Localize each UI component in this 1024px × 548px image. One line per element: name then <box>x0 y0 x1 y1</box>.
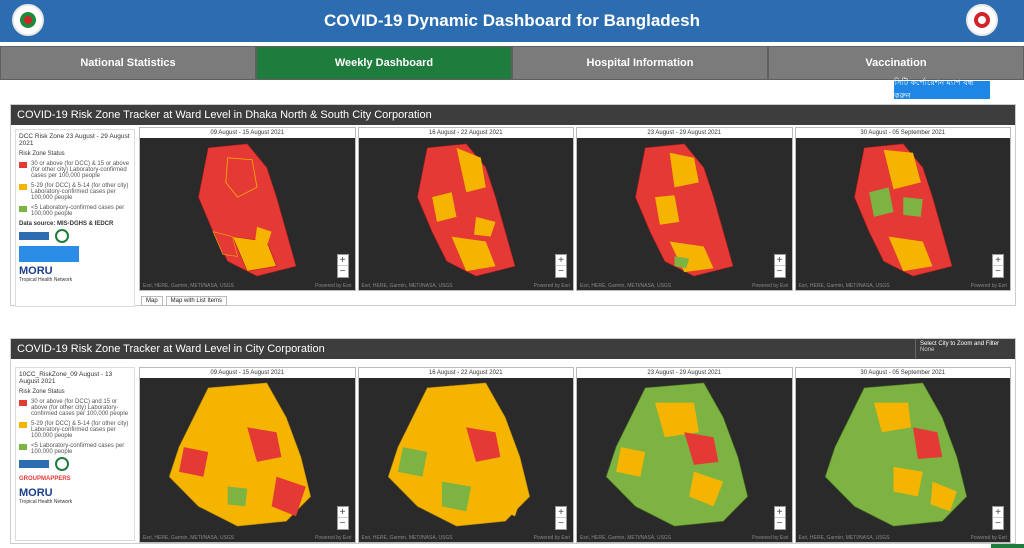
tab-hospital-information[interactable]: Hospital Information <box>512 46 768 80</box>
risk-map-week-4[interactable]: 30 August - 05 September 2021 + − Esri, H… <box>794 127 1011 291</box>
corner-indicator <box>991 544 1024 548</box>
zoom-in-icon[interactable]: + <box>556 507 566 518</box>
risk-map-week-2[interactable]: 16 August - 22 August 2021 + − Esri, HERE… <box>357 127 574 291</box>
zoom-out-icon[interactable]: − <box>558 518 564 529</box>
map-title: 23 August - 29 August 2021 <box>577 368 792 378</box>
moru-logo: MORU <box>19 265 53 277</box>
zoom-out-icon[interactable]: − <box>558 266 564 277</box>
dhaka-risk-panel: COVID-19 Risk Zone Tracker at Ward Level… <box>10 104 1016 307</box>
legend-status: Risk Zone Status <box>19 151 65 157</box>
city-map-week-2[interactable]: 16 August - 22 August 2021 + − Esri, HERE… <box>357 367 574 543</box>
map-title: 16 August - 22 August 2021 <box>358 368 573 378</box>
map-title: 30 August - 05 September 2021 <box>795 368 1010 378</box>
legend-item-green: <5 Laboratory-confirmed cases per 100,00… <box>19 443 131 455</box>
legend-status: Risk Zone Status <box>19 389 65 395</box>
zoom-control[interactable]: + − <box>992 254 1004 278</box>
ward-map <box>635 143 734 277</box>
legend-panel: 10CC_RiskZone_09 August - 13 August 2021… <box>15 367 135 541</box>
panel-title: COVID-19 Risk Zone Tracker at Ward Level… <box>11 339 1015 359</box>
map-credits: Esri, HERE, Garmin, METI/NASA, USGS Power… <box>358 534 573 542</box>
map-credits: Esri, HERE, Garmin, METI/NASA, USGS Power… <box>577 534 792 542</box>
tab-map[interactable]: Map <box>141 296 163 306</box>
map-credits: Esri, HERE, Garmin, METI/NASA, USGS Power… <box>795 282 1010 290</box>
zoom-in-icon[interactable]: + <box>774 507 785 518</box>
data-source: Data source: MIS-DGHS & IEDCR <box>19 221 114 227</box>
zoom-in-icon[interactable]: + <box>774 255 785 266</box>
zoom-in-icon[interactable]: + <box>556 255 566 266</box>
map-view-tabs: Map Map with List Items <box>141 296 228 306</box>
zoom-control[interactable]: + − <box>555 506 567 530</box>
legend-title: 10CC_RiskZone_09 August - 13 August 2021 <box>19 371 113 385</box>
zoom-out-icon[interactable]: − <box>995 518 1001 529</box>
zoom-control[interactable]: + − <box>555 254 567 278</box>
legend-item-green: <5 Laboratory-confirmed cases per 100,00… <box>19 205 131 217</box>
zoom-out-icon[interactable]: − <box>339 518 346 529</box>
panel-title: COVID-19 Risk Zone Tracker at Ward Level… <box>11 105 1015 125</box>
ward-map <box>387 382 530 527</box>
moru-subtitle: Tropical Health Network <box>19 499 73 505</box>
city-map-week-4[interactable]: 30 August - 05 September 2021 + − Esri, H… <box>794 367 1011 543</box>
moru-logo: MORU <box>19 487 53 499</box>
map-title: 16 August - 22 August 2021 <box>358 128 573 138</box>
zoom-out-icon[interactable]: − <box>339 266 346 277</box>
zoom-in-icon[interactable]: + <box>993 507 1003 518</box>
tab-national-statistics[interactable]: National Statistics <box>0 46 256 80</box>
city-map-week-1[interactable]: 09 August - 15 August 2021 + − Esri, HERE… <box>139 367 356 543</box>
zoom-control[interactable]: + − <box>336 254 349 278</box>
legend-item-yellow: 5-29 (for DCC) & 5-14 (for other city) L… <box>19 421 131 439</box>
ward-map <box>824 382 967 527</box>
risk-map-week-3[interactable]: 23 August - 29 August 2021 + − Esri, HERE… <box>576 127 793 291</box>
ward-map <box>168 382 311 527</box>
map-credits: Esri, HERE, Garmin, METI/NASA, USGS Power… <box>140 282 355 290</box>
zoom-in-icon[interactable]: + <box>337 255 348 266</box>
main-nav: National Statistics Weekly Dashboard Hos… <box>0 46 1024 80</box>
zoom-control[interactable]: + − <box>336 506 349 530</box>
zoom-control[interactable]: + − <box>773 254 786 278</box>
risk-map-week-1[interactable]: 09 August - 15 August 2021 + − Esri, HERE… <box>139 127 356 291</box>
partner-logo-a2i <box>19 456 131 471</box>
government-logo <box>12 4 44 36</box>
legend-title: DCC Risk Zone 23 August - 29 August 2021 <box>19 133 130 147</box>
legend-item-red: 30 or above (for DCC) and 15 or above (f… <box>19 399 131 417</box>
close-city-map-button[interactable]: সিটি কর্পোরেশন ম্যাপ বন্ধ করুন <box>894 78 990 100</box>
map-row: 09 August - 15 August 2021 + − Esri, HERE… <box>139 127 1011 291</box>
city-map-week-3[interactable]: 23 August - 29 August 2021 + − Esri, HERE… <box>576 367 793 543</box>
ward-map <box>198 143 297 277</box>
zoom-control[interactable]: + − <box>773 506 786 530</box>
city-risk-panel: COVID-19 Risk Zone Tracker at Ward Level… <box>10 338 1016 544</box>
legend-item-yellow: 5-29 (for DCC) & 5-14 (for other city) L… <box>19 183 131 201</box>
moru-subtitle: Tropical Health Network <box>19 277 73 283</box>
legend-panel: DCC Risk Zone 23 August - 29 August 2021… <box>15 129 135 307</box>
zoom-in-icon[interactable]: + <box>993 255 1003 266</box>
groupmappers-logo: GROUPMAPPERS <box>19 475 71 482</box>
ward-map <box>853 143 952 277</box>
partner-logo-box <box>19 246 79 262</box>
map-title: 09 August - 15 August 2021 <box>140 128 355 138</box>
zoom-out-icon[interactable]: − <box>776 518 783 529</box>
page-title: COVID-19 Dynamic Dashboard for Banglades… <box>324 11 700 30</box>
zoom-control[interactable]: + − <box>992 506 1004 530</box>
tab-map-list[interactable]: Map with List Items <box>165 296 228 306</box>
ward-map <box>416 143 515 277</box>
ward-map <box>605 382 748 527</box>
legend-item-red: 30 or above (for DCC) & 15 or above (for… <box>19 161 131 179</box>
map-credits: Esri, HERE, Garmin, METI/NASA, USGS Power… <box>795 534 1010 542</box>
map-title: 09 August - 15 August 2021 <box>140 368 355 378</box>
partner-logo-a2i <box>19 228 131 243</box>
zoom-in-icon[interactable]: + <box>337 507 348 518</box>
zoom-out-icon[interactable]: − <box>995 266 1001 277</box>
dghs-logo <box>966 4 998 36</box>
map-credits: Esri, HERE, Garmin, METI/NASA, USGS Power… <box>577 282 792 290</box>
map-credits: Esri, HERE, Garmin, METI/NASA, USGS Power… <box>140 534 355 542</box>
map-row: 09 August - 15 August 2021 + − Esri, HERE… <box>139 367 1011 543</box>
zoom-out-icon[interactable]: − <box>776 266 783 277</box>
map-credits: Esri, HERE, Garmin, METI/NASA, USGS Power… <box>358 282 573 290</box>
app-header: COVID-19 Dynamic Dashboard for Banglades… <box>0 0 1024 42</box>
tab-vaccination[interactable]: Vaccination <box>768 46 1024 80</box>
map-title: 23 August - 29 August 2021 <box>577 128 792 138</box>
select-city-dropdown[interactable]: Select City to Zoom and Filter None <box>915 339 1015 359</box>
tab-weekly-dashboard[interactable]: Weekly Dashboard <box>256 46 512 80</box>
map-title: 30 August - 05 September 2021 <box>795 128 1010 138</box>
